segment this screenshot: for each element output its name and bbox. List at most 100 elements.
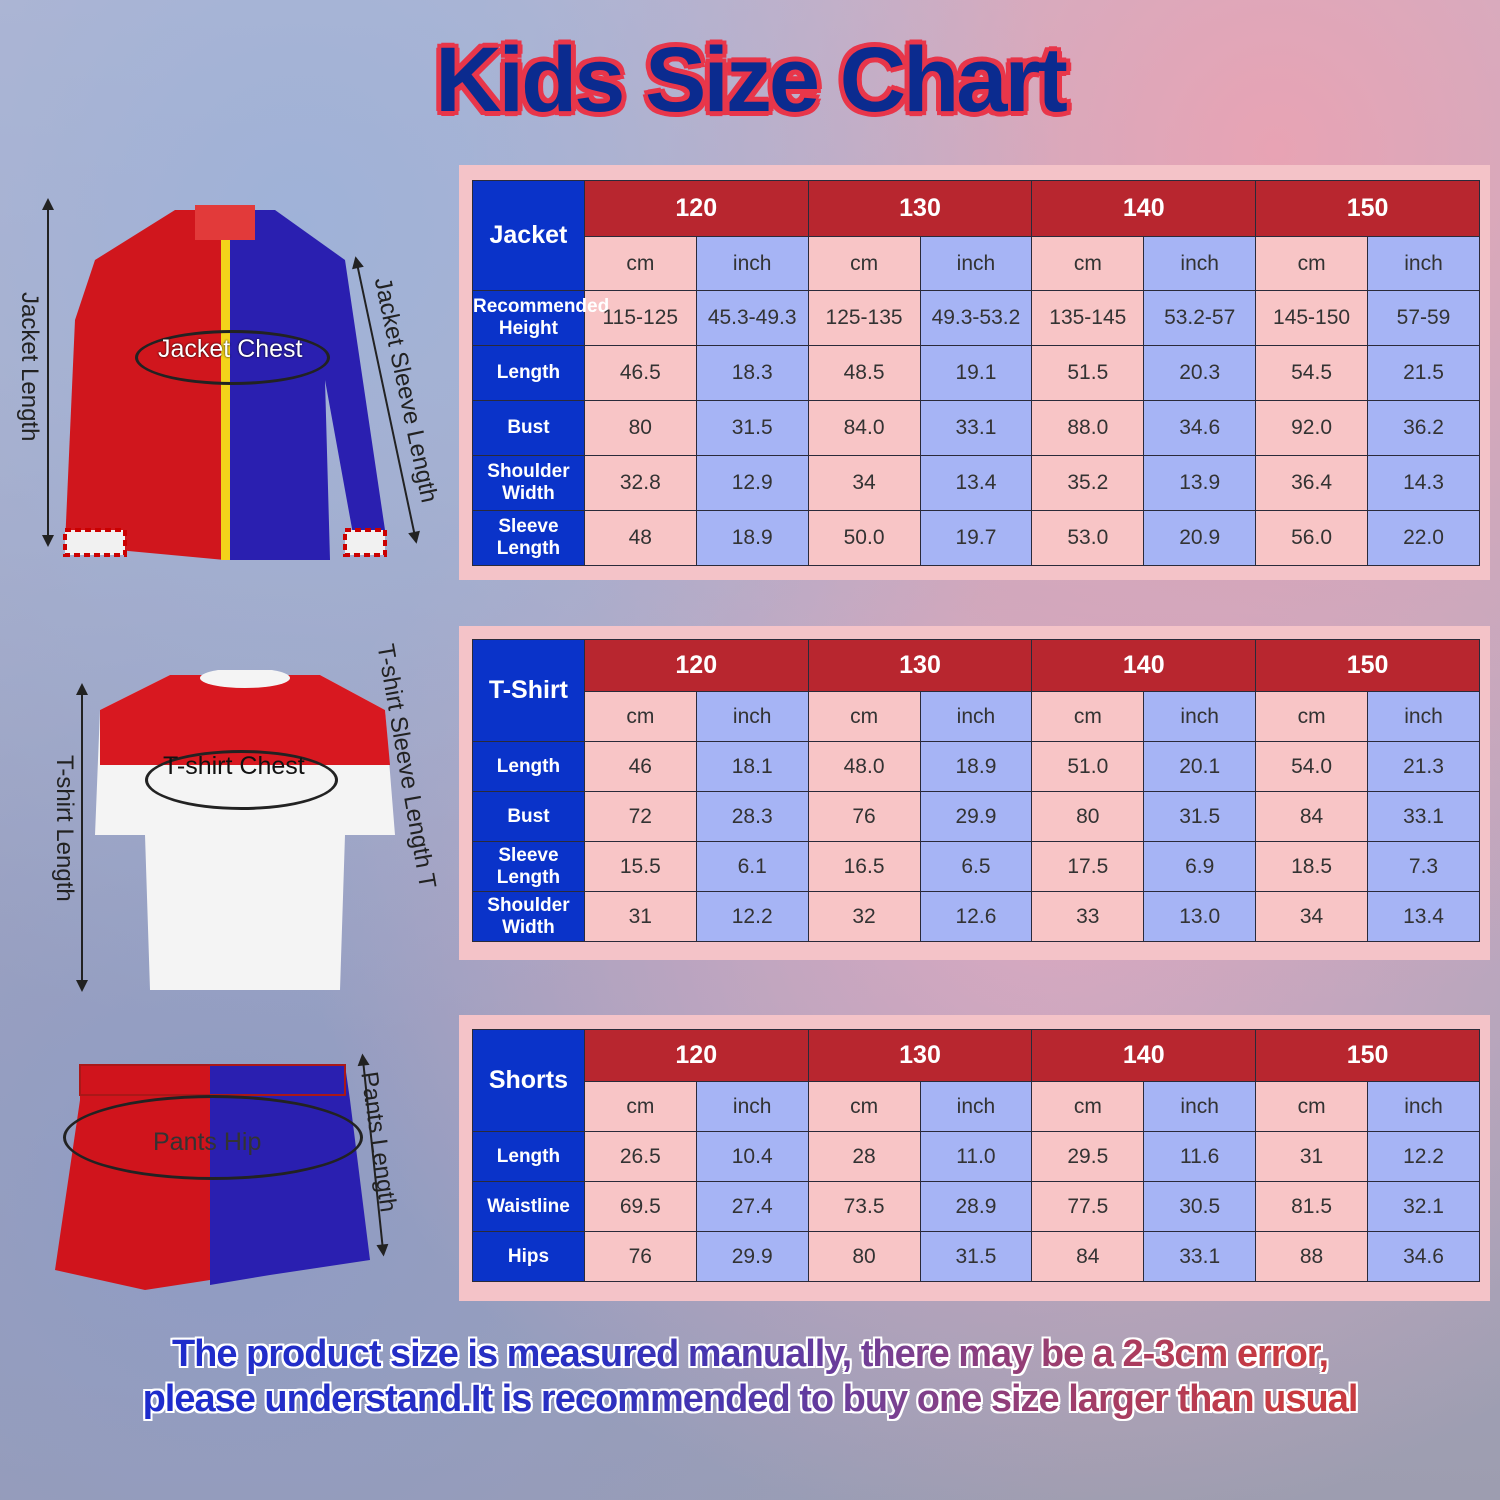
table-cell: 34.6 <box>1143 400 1257 456</box>
tshirt-chest-label: T-shirt Chest <box>163 752 305 780</box>
table-cell: 20.3 <box>1143 345 1257 401</box>
row-label: Length <box>472 1131 585 1182</box>
table-cell: 15.5 <box>583 841 697 892</box>
size-header: 130 <box>807 180 1033 237</box>
table-cell: 29.9 <box>919 791 1033 842</box>
size-header: 140 <box>1031 1029 1257 1082</box>
table-cell: 36.2 <box>1367 400 1480 456</box>
table-cell: 33.1 <box>919 400 1033 456</box>
table-cell: 31 <box>1255 1131 1368 1182</box>
table-cell: 36.4 <box>1255 455 1368 511</box>
table-cell: 11.0 <box>919 1131 1033 1182</box>
unit-header: inch <box>695 236 809 291</box>
table-cell: 6.9 <box>1143 841 1257 892</box>
shorts-hip-ellipse <box>63 1095 363 1180</box>
table-cell: 11.6 <box>1143 1131 1257 1182</box>
jacket-image <box>63 205 387 560</box>
row-label: Shoulder Width <box>472 891 585 942</box>
table-cell: 26.5 <box>583 1131 697 1182</box>
table-cell: 32.8 <box>583 455 697 511</box>
table-cell: 84 <box>1255 791 1368 842</box>
unit-header-row: cm inch cm inch cm inch cm inch <box>473 691 1480 742</box>
unit-header: cm <box>807 691 921 742</box>
table-cell: 29.9 <box>695 1231 809 1282</box>
table-cell: 92.0 <box>1255 400 1368 456</box>
table-cell: 16.5 <box>807 841 921 892</box>
table-cell: 18.9 <box>919 741 1033 792</box>
size-header-row: T-Shirt 120 130 140 150 <box>472 639 1480 742</box>
table-cell: 51.5 <box>1031 345 1145 401</box>
unit-header: inch <box>1143 691 1257 742</box>
table-cell: 80 <box>1031 791 1145 842</box>
table-row: Sleeve Length 15.5 6.1 16.5 6.5 17.5 6.9 18.5 7.… <box>472 841 1480 892</box>
unit-header: cm <box>583 691 697 742</box>
table-cell: 19.7 <box>919 510 1033 566</box>
table-cell: 12.9 <box>695 455 809 511</box>
size-header: 140 <box>1031 639 1257 692</box>
unit-header: cm <box>1255 1081 1368 1132</box>
jacket-chest-label: Jacket Chest <box>158 335 303 363</box>
table-cell: 7.3 <box>1367 841 1480 892</box>
table-cell: 73.5 <box>807 1181 921 1232</box>
table-cell: 34.6 <box>1367 1231 1480 1282</box>
table-cell: 45.3-49.3 <box>695 290 809 346</box>
row-label: Waistline <box>472 1181 585 1232</box>
table-cell: 19.1 <box>919 345 1033 401</box>
table-cell: 18.9 <box>695 510 809 566</box>
unit-header: cm <box>1255 691 1368 742</box>
unit-header-row: cm inch cm inch cm inch cm inch <box>473 1081 1480 1132</box>
row-label: Shoulder Width <box>472 455 585 511</box>
table-cell: 48.0 <box>807 741 921 792</box>
shorts-hip-label: Pants Hip <box>153 1128 262 1156</box>
table-cell: 31.5 <box>1143 791 1257 842</box>
table-cell: 18.1 <box>695 741 809 792</box>
size-header-row: Jacket 120 130 140 150 <box>472 180 1480 291</box>
table-cell: 76 <box>583 1231 697 1282</box>
size-header: 130 <box>807 639 1033 692</box>
unit-header: inch <box>1367 1081 1480 1132</box>
table-cell: 53.0 <box>1031 510 1145 566</box>
table-product-name: T-Shirt <box>472 639 585 742</box>
table-cell: 17.5 <box>1031 841 1145 892</box>
table-cell: 46 <box>583 741 697 792</box>
unit-header: cm <box>1255 236 1368 291</box>
table-cell: 88.0 <box>1031 400 1145 456</box>
row-label: Length <box>472 345 585 401</box>
table-cell: 72 <box>583 791 697 842</box>
unit-header: inch <box>1143 236 1257 291</box>
table-cell: 21.3 <box>1367 741 1480 792</box>
jacket-chest-ellipse <box>135 330 330 385</box>
table-cell: 84.0 <box>807 400 921 456</box>
table-cell: 13.9 <box>1143 455 1257 511</box>
unit-header: cm <box>583 1081 697 1132</box>
table-row: Length 46 18.1 48.0 18.9 51.0 20.1 54.0 21.3 <box>472 741 1480 792</box>
unit-header: inch <box>695 691 809 742</box>
page-title: Kids Size Chart <box>435 29 1068 131</box>
table-cell: 28 <box>807 1131 921 1182</box>
table-cell: 6.1 <box>695 841 809 892</box>
table-row: Waistline 69.5 27.4 73.5 28.9 77.5 30.5 81.5 32.… <box>472 1181 1480 1232</box>
table-cell: 31 <box>583 891 697 942</box>
table-cell: 13.4 <box>919 455 1033 511</box>
unit-header: cm <box>1031 1081 1145 1132</box>
table-cell: 27.4 <box>695 1181 809 1232</box>
table-row: Length 46.5 18.3 48.5 19.1 51.5 20.3 54.5 21.5 <box>472 345 1480 401</box>
unit-header: inch <box>1367 691 1480 742</box>
table-cell: 20.1 <box>1143 741 1257 792</box>
table-cell: 48 <box>583 510 697 566</box>
row-label: Sleeve Length <box>472 841 585 892</box>
table-row: Sleeve Length 48 18.9 50.0 19.7 53.0 20.9 56.0 2… <box>472 510 1480 566</box>
table-product-name: Shorts <box>472 1029 585 1132</box>
row-label: Recommended Height <box>472 290 609 346</box>
table-row: Shoulder Width 31 12.2 32 12.6 33 13.0 34 13.4 <box>472 891 1480 942</box>
table-cell: 145-150 <box>1255 290 1368 346</box>
table-cell: 84 <box>1031 1231 1145 1282</box>
note-line-1: The product size is measured manually, t… <box>0 1333 1500 1376</box>
table-cell: 18.3 <box>695 345 809 401</box>
table-cell: 76 <box>807 791 921 842</box>
table-cell: 14.3 <box>1367 455 1480 511</box>
table-cell: 115-125 <box>583 290 697 346</box>
table-cell: 46.5 <box>583 345 697 401</box>
jacket-size-table: Jacket 120 130 140 150 cm inch cm inch cm inch cm in… <box>472 180 1480 566</box>
unit-header: inch <box>919 236 1033 291</box>
